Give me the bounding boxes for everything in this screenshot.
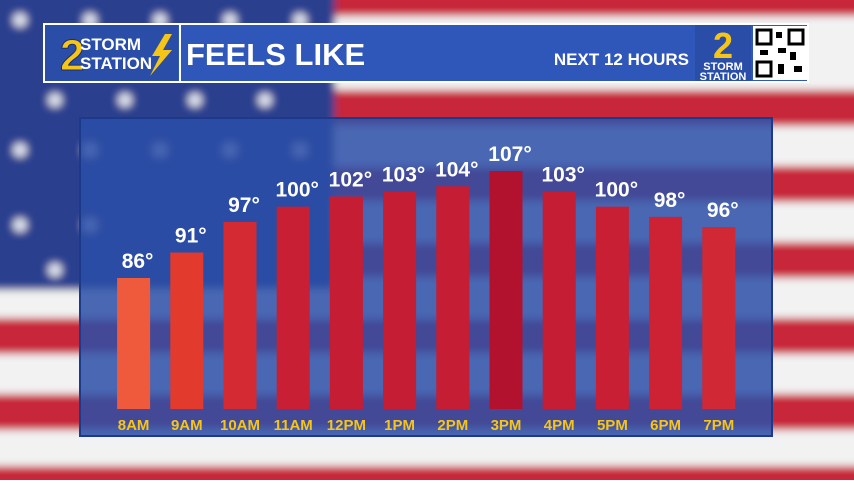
value-label: 102° — [329, 168, 372, 191]
bar — [383, 191, 417, 409]
subheading: NEXT 12 HOURS — [554, 50, 689, 69]
right-logo-box — [695, 25, 751, 81]
bar — [170, 252, 204, 409]
bar — [489, 171, 523, 409]
x-tick-label: 5PM — [597, 417, 628, 434]
bar — [276, 206, 310, 409]
bar — [649, 216, 683, 409]
logo-text: STORM — [80, 35, 141, 54]
x-tick-label: 12PM — [327, 417, 366, 434]
bar — [595, 206, 629, 409]
x-tick-label: 1PM — [384, 417, 415, 434]
value-label: 103° — [541, 163, 584, 186]
plot-area: 86° 8AM 91° 9AM 97° 10AM 100° 11AM 102° 12PM 103° 1… — [117, 143, 739, 434]
x-tick-label: 9AM — [171, 417, 203, 434]
value-label: 86° — [122, 250, 154, 273]
x-tick-label: 11AM — [274, 417, 313, 434]
x-tick-label: 7PM — [703, 417, 734, 434]
qr-code — [753, 26, 807, 80]
value-label: 103° — [382, 163, 425, 186]
bar — [117, 278, 151, 409]
bar — [223, 221, 257, 409]
logo-bolt — [150, 34, 172, 76]
x-tick-label: 8AM — [118, 417, 150, 434]
x-tick-label: 6PM — [650, 417, 681, 434]
bar — [436, 186, 470, 409]
right-logo-text: STORM — [703, 61, 743, 73]
value-label: 100° — [275, 179, 318, 202]
x-tick-label: 2PM — [437, 417, 468, 434]
right-logo-text: STATION — [700, 71, 747, 83]
value-label: 98° — [654, 189, 686, 212]
value-label: 100° — [595, 179, 638, 202]
logo-text: STATION — [80, 54, 152, 73]
logo-number: 2 — [60, 31, 84, 80]
bar — [542, 191, 576, 409]
x-tick-label: 4PM — [544, 417, 575, 434]
x-tick-label: 3PM — [491, 417, 522, 434]
value-label: 104° — [435, 158, 478, 181]
x-tick-label: 10AM — [220, 417, 260, 434]
value-label: 97° — [228, 194, 260, 217]
chart-title: FEELS LIKE — [186, 37, 365, 72]
value-label: 96° — [707, 199, 739, 222]
right-logo-number: 2 — [713, 25, 733, 66]
bar — [702, 227, 736, 409]
value-label: 107° — [488, 143, 531, 166]
value-label: 91° — [175, 225, 207, 248]
bar — [329, 196, 363, 409]
